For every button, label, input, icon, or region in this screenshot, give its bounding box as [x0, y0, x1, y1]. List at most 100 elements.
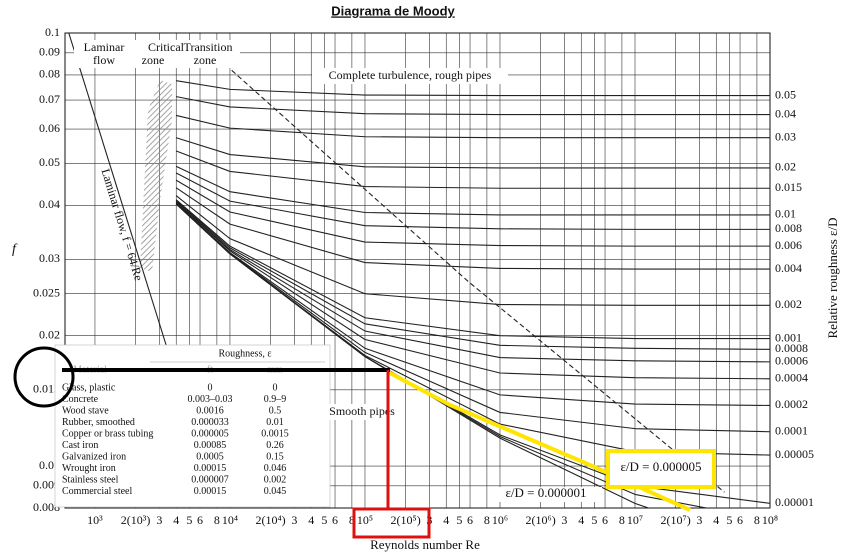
y-tick-label: 0.03 [39, 251, 60, 265]
table-cell: Galvanized iron [62, 451, 126, 462]
roughness-label: 0.0004 [775, 371, 808, 385]
x-tick-label: 5 [186, 513, 192, 527]
table-cell: Wood stave [62, 405, 109, 416]
y-tick-label: 0.05 [39, 155, 60, 169]
table-cell: Rubber, smoothed [62, 417, 135, 428]
curve [176, 150, 770, 189]
roughness-label: 0.0008 [775, 341, 808, 355]
table-cell: 0.046 [264, 463, 287, 474]
y-tick-label: 0.1 [45, 25, 60, 39]
y-tick-label: 0.008 [33, 500, 60, 514]
curve [175, 199, 770, 340]
roughness-label: 0.015 [775, 180, 802, 194]
y-tick-label: 0.015 [33, 382, 60, 396]
curve [231, 69, 725, 493]
x-tick-label: 10³ [87, 513, 103, 527]
table-cell: 0.5 [269, 405, 282, 416]
annotation: zone [194, 53, 217, 67]
zone-label-bg [74, 40, 240, 68]
annotation: flow [93, 53, 115, 67]
table-cell: Concrete [62, 394, 99, 405]
x-tick-label: 5 [321, 513, 327, 527]
x-tick-label: 10⁸ [762, 513, 778, 527]
x-tick-label: 8 [349, 513, 355, 527]
curve [176, 96, 770, 116]
curve [176, 80, 770, 97]
x-axis-title: Reynolds number Re [370, 537, 480, 552]
x-tick-label: 4 [173, 513, 179, 527]
roughness-label: 0.04 [775, 106, 796, 120]
table-title: Roughness, ε [218, 348, 271, 359]
x-tick-label: 8 [619, 513, 625, 527]
highlight-curve [387, 370, 691, 512]
chart-title: Diagrama de Moody [331, 3, 455, 18]
roughness-label: 0.008 [775, 221, 802, 235]
table-cell: 0.01 [266, 417, 284, 428]
x-tick-label: 2(10⁶) [526, 513, 556, 527]
y-tick-label: 0.009 [33, 478, 60, 492]
roughness-label: 0.0002 [775, 397, 808, 411]
roughness-label: 0.00005 [775, 447, 814, 461]
annotation: Transition [184, 40, 233, 54]
roughness-label: 0.0006 [775, 354, 808, 368]
annotation-bg [328, 404, 394, 420]
curve-label: ε/D = 0.000001 [505, 485, 586, 500]
curve [176, 165, 770, 216]
curve [176, 114, 770, 139]
x-tick-label: 4 [308, 513, 314, 527]
y-tick-label: 0.08 [39, 67, 60, 81]
table-cell: Stainless steel [62, 474, 119, 485]
annotation: Smooth pipes [329, 404, 395, 418]
highlight-circle [13, 346, 75, 408]
annotation: Critical [148, 40, 185, 54]
labels: 0.0080.0090.010.0150.020.0250.030.040.05… [33, 25, 814, 527]
table-cell: 0.0005 [196, 451, 224, 462]
table-cell: Copper or brass tubing [62, 428, 153, 439]
x-tick-label: 2(10⁴) [256, 513, 286, 527]
roughness-label: 0.001 [775, 330, 802, 344]
x-tick-label: 2(10⁷) [661, 513, 691, 527]
table-cell: 0.000007 [191, 474, 229, 485]
table-cell: 0.00085 [194, 440, 227, 451]
x-tick-label: 5 [591, 513, 597, 527]
x-tick-label: 6 [467, 513, 473, 527]
roughness-label: 0.004 [775, 261, 802, 275]
table-cell: Glass, plastic [62, 382, 116, 393]
x-tick-label: 6 [737, 513, 743, 527]
y-axis-title: f [12, 242, 18, 257]
x-tick-label: 4 [443, 513, 449, 527]
x-tick-label: 6 [602, 513, 608, 527]
curve [68, 33, 169, 353]
y2-axis-title: Relative roughness ε/D [825, 218, 840, 339]
table-cell: 0.003–0.03 [188, 394, 233, 405]
highlight-box [352, 507, 431, 539]
label-bg [490, 487, 602, 502]
x-tick-label: 10⁴ [222, 513, 238, 527]
y-tick-label: 0.04 [39, 197, 60, 211]
x-tick-label: 10⁷ [627, 513, 643, 527]
curve-label: ε/D = 0.000005 [620, 459, 701, 474]
x-tick-label: 8 [754, 513, 760, 527]
y-tick-label: 0.025 [33, 285, 60, 299]
roughness-label: 0.0001 [775, 423, 808, 437]
table-cell: 0.0016 [196, 405, 224, 416]
x-tick-label: 10⁵ [357, 513, 373, 527]
table-cell: 0.000033 [191, 417, 229, 428]
x-tick-label: 6 [197, 513, 203, 527]
curve [175, 201, 770, 380]
x-tick-label: 4 [713, 513, 719, 527]
table-cell: Wrought iron [62, 463, 116, 474]
x-tick-label: 5 [456, 513, 462, 527]
highlight-box [606, 449, 716, 489]
table-cell: 0.26 [266, 440, 284, 451]
x-tick-label: 5 [726, 513, 732, 527]
curve [175, 195, 770, 306]
table-cell: 0.00015 [194, 463, 227, 474]
roughness-label: 0.00001 [775, 495, 814, 509]
curve [175, 187, 770, 270]
x-tick-label: 8 [484, 513, 490, 527]
x-tick-label: 4 [578, 513, 584, 527]
y-tick-label: 0.06 [39, 121, 60, 135]
curve [175, 199, 770, 350]
curve [176, 137, 770, 169]
